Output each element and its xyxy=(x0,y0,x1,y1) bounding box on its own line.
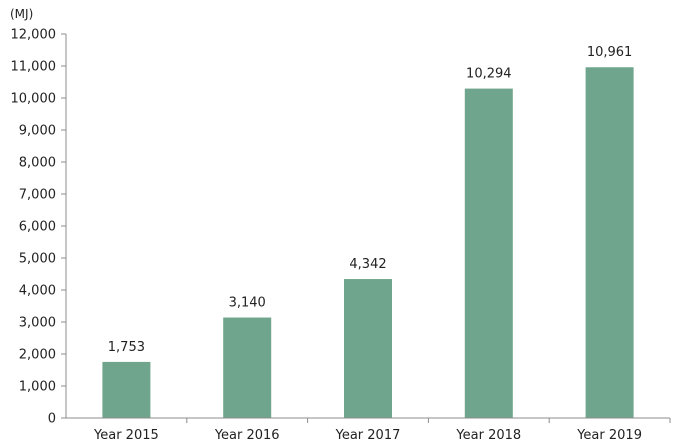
y-tick-label: 7,000 xyxy=(19,188,56,203)
y-tick-label: 2,000 xyxy=(19,348,56,363)
bar xyxy=(102,361,151,418)
bar xyxy=(223,317,272,418)
y-tick-label: 6,000 xyxy=(19,220,56,235)
bar xyxy=(344,279,392,418)
y-tick-label: 1,000 xyxy=(19,380,56,395)
y-tick-label: 4,000 xyxy=(19,284,56,299)
x-axis: Year 2015 Year 2016 Year 2017 Year 2018 Year… xyxy=(66,417,671,443)
x-category-label: Year 2017 xyxy=(335,428,401,443)
y-tick-label: 12,000 xyxy=(11,28,57,43)
x-category-label: Year 2019 xyxy=(576,428,642,443)
x-category-label: Year 2016 xyxy=(214,428,280,443)
x-category-label: Year 2018 xyxy=(455,428,521,443)
y-tick-label: 10,000 xyxy=(11,92,57,107)
bars: 1,753 3,140 4,342 10,294 10,961 xyxy=(102,45,634,419)
data-label: 1,753 xyxy=(108,340,145,355)
data-label: 4,342 xyxy=(349,257,386,272)
data-label: 10,294 xyxy=(466,67,512,82)
y-tick-label: 3,000 xyxy=(19,316,56,331)
y-tick-label: 0 xyxy=(48,412,56,427)
bar xyxy=(585,67,634,419)
y-tick-label: 11,000 xyxy=(11,60,57,75)
y-tick-label: 8,000 xyxy=(19,156,56,171)
y-axis-unit-label: (MJ) xyxy=(10,7,33,21)
data-label: 3,140 xyxy=(229,296,266,311)
y-tick-label: 9,000 xyxy=(19,124,56,139)
y-tick-label: 5,000 xyxy=(19,252,56,267)
y-axis: 0 1,000 2,000 3,000 4,000 5,000 6,000 7,000 8,00… xyxy=(11,28,67,427)
data-label: 10,961 xyxy=(587,45,633,60)
bar xyxy=(464,88,513,418)
x-category-label: Year 2015 xyxy=(93,428,159,443)
